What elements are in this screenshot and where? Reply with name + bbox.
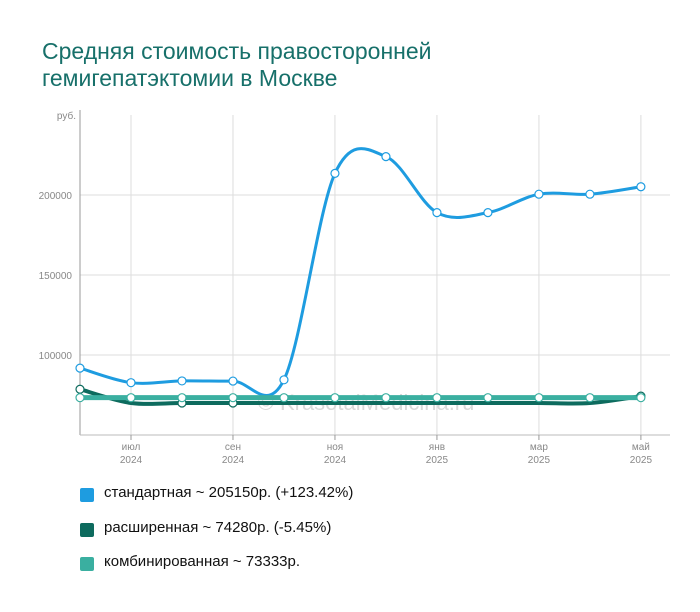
legend-swatch-extended	[80, 522, 94, 537]
data-point-2	[636, 393, 646, 403]
data-point-1	[75, 384, 85, 394]
data-point-2	[330, 393, 340, 403]
y-tick-label: 150000	[39, 271, 73, 282]
data-point-2	[177, 393, 187, 403]
x-tick-label-year: 2025	[426, 455, 449, 466]
legend-label-combined: комбинированная ~ 73333р.	[104, 553, 301, 570]
data-point-0	[75, 363, 85, 373]
data-point-0	[483, 208, 493, 218]
series	[77, 147, 644, 407]
x-tick-label-month: мар	[530, 442, 548, 453]
data-point-2	[585, 393, 595, 403]
data-point-0	[585, 189, 595, 199]
data-point-2	[534, 393, 544, 403]
chart-title-line-2: гемигепатэктомии в Москве	[42, 65, 338, 91]
data-point-2	[279, 393, 289, 403]
data-point-0	[381, 152, 391, 162]
data-point-0	[330, 168, 340, 178]
data-point-0	[126, 378, 136, 388]
data-point-2	[381, 393, 391, 403]
y-tick-label: 100000	[39, 351, 73, 362]
x-tick-label-month: сен	[225, 442, 241, 453]
chart-title: Средняя стоимость правосторонней гемигеп…	[42, 38, 642, 92]
markers	[75, 152, 646, 408]
x-tick-label-year: 2024	[120, 455, 143, 466]
x-tick-label-year: 2025	[528, 455, 551, 466]
data-point-2	[228, 393, 238, 403]
x-tick-label-month: май	[632, 442, 650, 453]
data-point-0	[177, 376, 187, 386]
y-unit-label: руб.	[57, 110, 76, 122]
data-point-2	[483, 393, 493, 403]
legend-label-extended: расширенная ~ 74280р. (-5.45%)	[104, 518, 332, 536]
data-point-0	[432, 208, 442, 218]
axes: руб. 100000 150000 200000 июл 2024 сен 2024 ноя 2…	[39, 110, 670, 466]
x-tick-label-year: 2024	[222, 455, 245, 466]
x-tick-label-year: 2024	[324, 455, 347, 466]
y-tick-label: 200000	[39, 191, 73, 202]
chart-title-line-1: Средняя стоимость правосторонней	[42, 38, 432, 64]
data-point-2	[126, 393, 136, 403]
grid	[80, 115, 670, 435]
x-tick-label-month: ноя	[327, 442, 344, 453]
series-line-0	[78, 147, 643, 397]
data-point-0	[228, 376, 238, 386]
data-point-0	[279, 375, 289, 385]
legend-label-standard: стандартная ~ 205150р. (+123.42%)	[104, 484, 354, 501]
legend-swatch-combined	[80, 557, 94, 571]
data-point-2	[75, 393, 85, 403]
x-tick-label-month: янв	[429, 442, 445, 453]
legend-swatch-standard	[80, 488, 94, 502]
data-point-0	[636, 182, 646, 192]
x-tick-label-month: июл	[122, 442, 141, 453]
x-tick-label-year: 2025	[630, 455, 653, 466]
data-point-0	[534, 189, 544, 199]
data-point-2	[432, 393, 442, 403]
